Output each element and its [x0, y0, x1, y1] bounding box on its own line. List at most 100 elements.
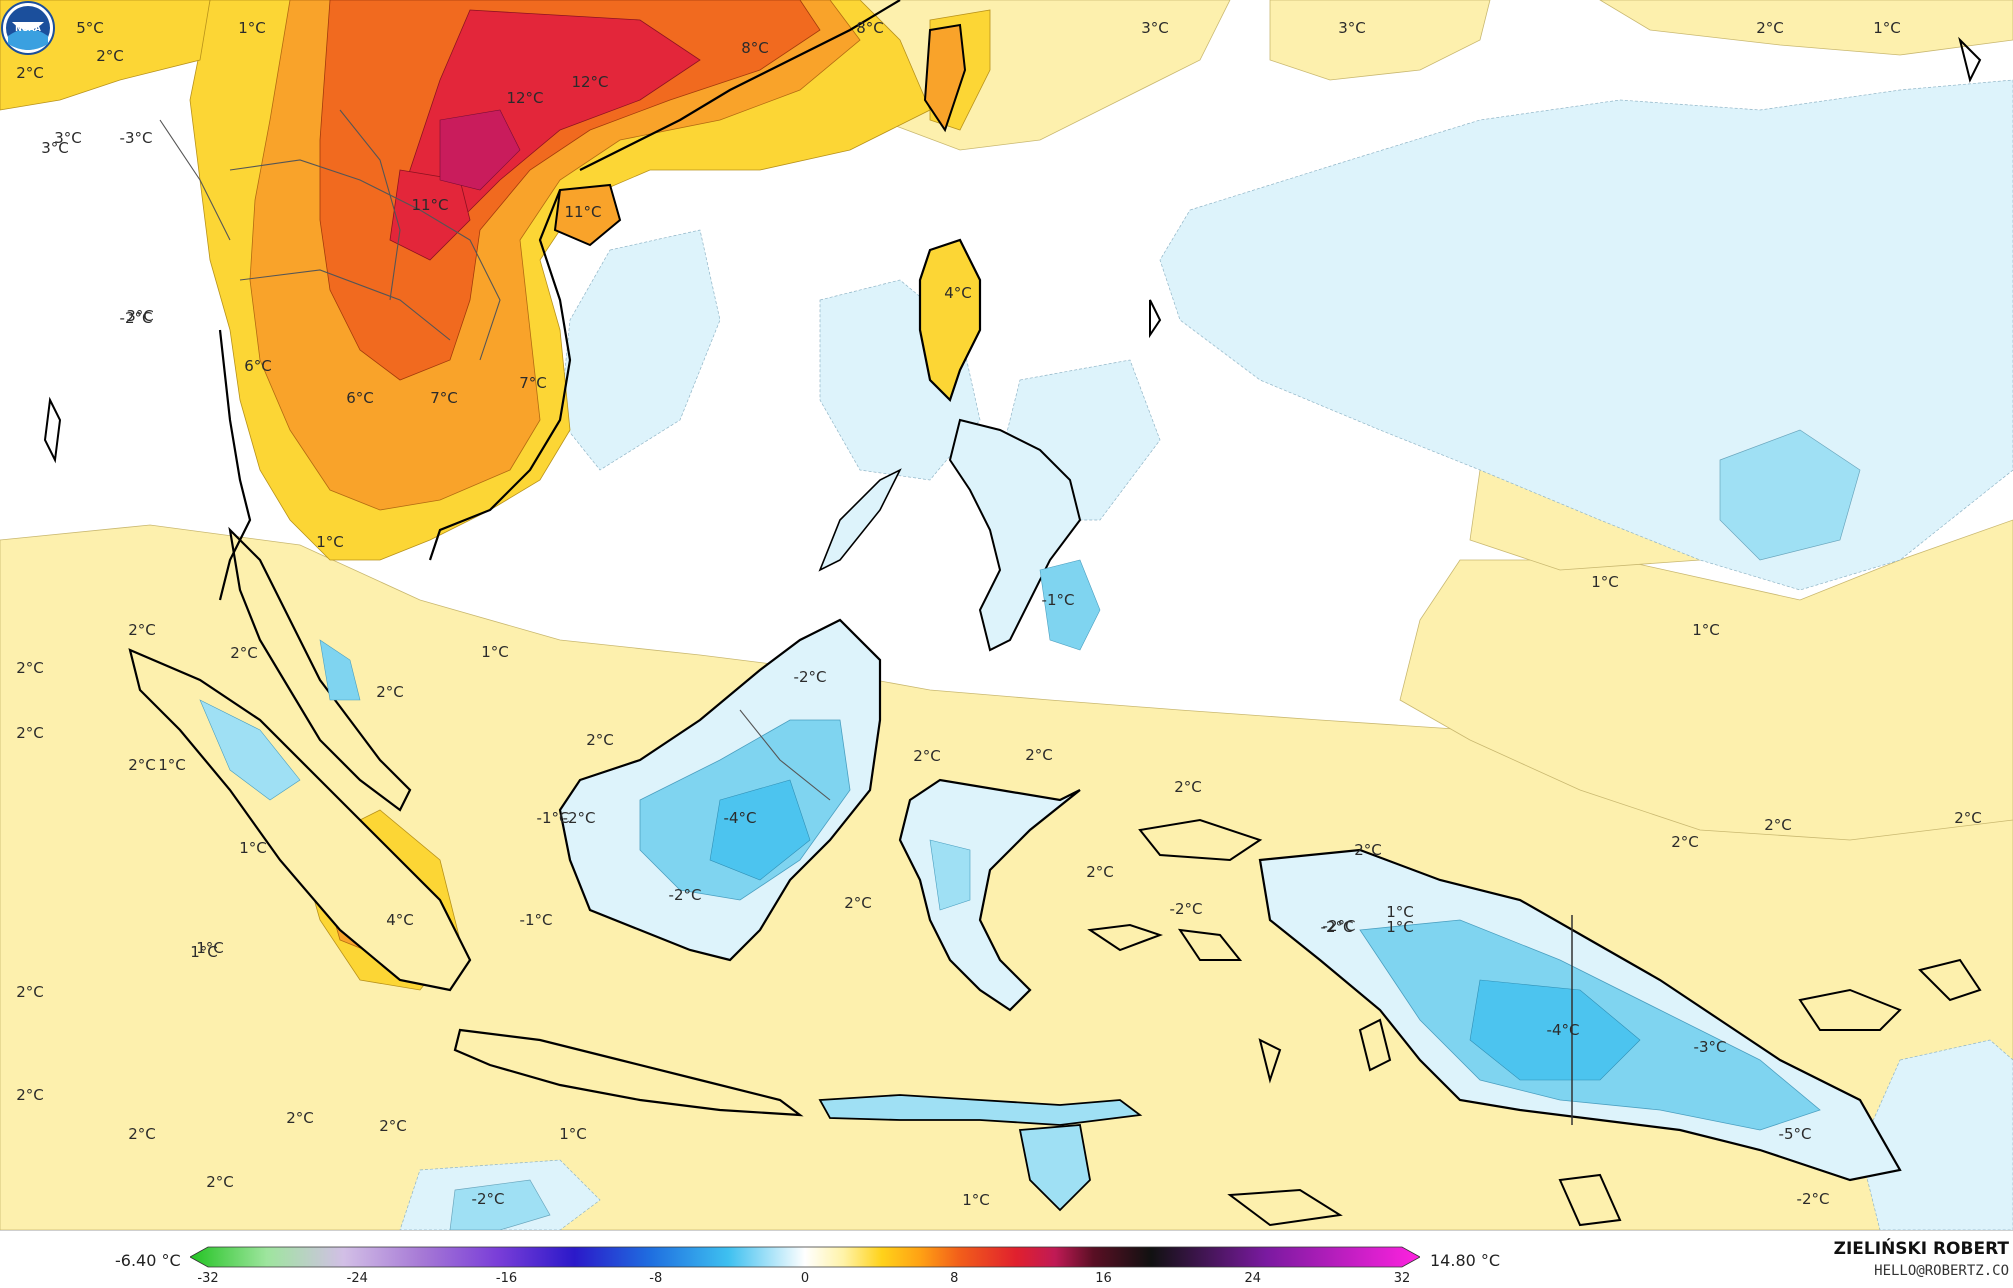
noaa-logo-icon: NOAA — [1, 1, 55, 55]
temperature-label: 4°C — [386, 911, 414, 929]
temperature-label: -2°C — [471, 1190, 505, 1208]
temperature-label: 2°C — [376, 683, 404, 701]
temperature-label: 2°C — [1764, 816, 1792, 834]
legend-min-value: -6.40 °C — [115, 1251, 181, 1270]
temperature-label: 2°C — [230, 644, 258, 662]
taiwan-hainan — [553, 23, 967, 247]
warm-anomaly-magenta — [439, 109, 521, 191]
temperature-label: -4°C — [1546, 1021, 1580, 1039]
temperature-label: 2°C — [1354, 841, 1382, 859]
cool-anomaly-blue — [449, 429, 1861, 1230]
temperature-anomaly-map[interactable]: 2°C5°C2°C1°C2°C3°C3°C-3°C12°C12°C8°C8°C3… — [0, 0, 2013, 1230]
temperature-label: -4°C — [723, 809, 757, 827]
temperature-label: -2°C — [562, 809, 596, 827]
temperature-label: 2°C — [16, 64, 44, 82]
temperature-label: 2°C — [1086, 863, 1114, 881]
temperature-label: -2°C — [1322, 917, 1356, 935]
temperature-label: 8°C — [741, 39, 769, 57]
sumatra — [128, 648, 472, 992]
temperature-label: 2°C — [16, 1086, 44, 1104]
temperature-label: -3°C — [1693, 1038, 1727, 1056]
colorbar-tick-label: 32 — [1393, 1271, 1411, 1286]
temperature-label: -3°C — [119, 129, 153, 147]
legend-bar: -6.40 °C -32 -24 -16 -8 0 8 16 24 32 14.80 °C ZI… — [0, 1230, 2013, 1288]
malay-peninsula — [228, 526, 412, 812]
temperature-label: 2°C — [128, 756, 156, 774]
temperature-label: 1°C — [481, 643, 509, 661]
temperature-label: 12°C — [506, 89, 544, 107]
temperature-label: 12°C — [571, 73, 609, 91]
colorbar-tick-label: -24 — [346, 1271, 368, 1286]
temperature-label: 3°C — [1141, 19, 1169, 37]
temperature-label: -2°C — [119, 309, 153, 327]
temperature-label: 2°C — [1954, 809, 1982, 827]
temperature-label: 1°C — [1873, 19, 1901, 37]
legend-max-value: 14.80 °C — [1430, 1251, 1501, 1270]
temperature-label: -2°C — [1320, 918, 1354, 936]
temperature-label: 1°C — [962, 1191, 990, 1209]
temperature-label: 3°C — [54, 129, 82, 147]
warm-anomaly-red — [389, 9, 701, 261]
borneo-cool-anomaly — [558, 618, 882, 962]
temperature-label: 1°C — [559, 1125, 587, 1143]
new-guinea-cool-anomaly — [1258, 848, 1902, 1182]
temperature-label: 1°C — [158, 756, 186, 774]
temperature-label: -5°C — [1778, 1125, 1812, 1143]
temperature-label: 11°C — [411, 196, 449, 214]
temperature-label: 4°C — [944, 284, 972, 302]
temperature-label: 1°C — [190, 943, 218, 961]
temperature-label: 6°C — [244, 357, 272, 375]
author-name: ZIELIŃSKI ROBERT — [1833, 1239, 2009, 1259]
temperature-label: 3°C — [1338, 19, 1366, 37]
temperature-label: -2°C — [668, 886, 702, 904]
colorbar-tick-label: 16 — [1095, 1271, 1112, 1286]
temperature-label: 2°C — [913, 747, 941, 765]
temperature-label: 2°C — [128, 1125, 156, 1143]
temperature-label: 2°C — [286, 1109, 314, 1127]
temperature-label: 5°C — [76, 19, 104, 37]
java — [453, 1028, 1143, 1212]
temperature-label: 2°C — [586, 731, 614, 749]
map-svg — [0, 0, 2013, 1230]
temperature-label: 1°C — [238, 19, 266, 37]
colorbar-gradient — [190, 1246, 1420, 1268]
temperature-label: 2°C — [1174, 778, 1202, 796]
colorbar-tick-label: 0 — [800, 1271, 810, 1286]
temperature-label: 1°C — [1692, 621, 1720, 639]
temperature-label: -2°C — [1169, 900, 1203, 918]
temperature-label: 3°C — [41, 139, 69, 157]
temperature-label: 1°C — [1591, 573, 1619, 591]
temperature-label: 2°C — [16, 659, 44, 677]
temperature-label: 2°C — [206, 1173, 234, 1191]
philippines — [818, 238, 1101, 652]
temperature-label: 2°C — [1025, 746, 1053, 764]
temperature-label: 1°C — [316, 533, 344, 551]
country-borders — [159, 109, 831, 801]
temperature-label: -2°C — [1796, 1190, 1830, 1208]
temperature-label: 7°C — [519, 374, 547, 392]
temperature-label: 1°C — [239, 839, 267, 857]
temperature-label: 1°C — [196, 939, 224, 957]
temperature-label: 2°C — [128, 621, 156, 639]
colorbar-tick-label: -32 — [197, 1271, 219, 1286]
temperature-label: 7°C — [430, 389, 458, 407]
temperature-label: 2°C — [1671, 833, 1699, 851]
colorbar — [190, 1246, 1420, 1268]
temperature-label: 2°C — [379, 1117, 407, 1135]
temperature-label: -1°C — [536, 809, 570, 827]
temperature-label: 2°C — [16, 724, 44, 742]
temperature-label: 1°C — [1386, 903, 1414, 921]
temperature-label: 2°C — [16, 983, 44, 1001]
temperature-label: -1°C — [519, 911, 553, 929]
temperature-label: 2°C — [844, 894, 872, 912]
colorbar-tick-label: 8 — [950, 1271, 959, 1286]
temperature-label: 3°C — [126, 307, 154, 325]
small-islands — [43, 36, 1982, 1227]
colorbar-tick-label: -16 — [495, 1271, 518, 1286]
temperature-label: -1°C — [1041, 591, 1075, 609]
temperature-label: -2°C — [793, 668, 827, 686]
author-email[interactable]: HELLO@ROBERTZ.CO — [1874, 1263, 2009, 1279]
sulawesi — [898, 778, 1081, 1012]
temperature-label: 1°C — [1386, 918, 1414, 936]
noaa-logo-text: NOAA — [15, 24, 41, 33]
